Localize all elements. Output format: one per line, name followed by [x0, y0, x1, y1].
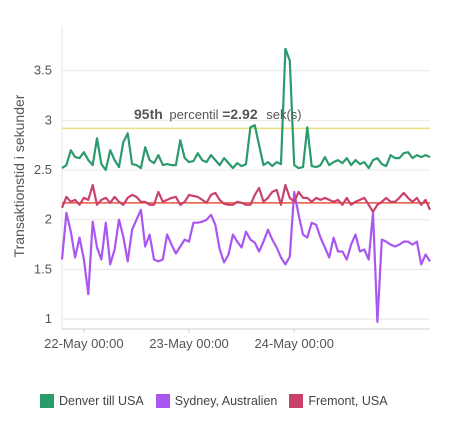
legend-swatch-sydney [155, 394, 170, 408]
y-tick-label: 1.5 [34, 261, 52, 276]
series-line-1 [60, 190, 431, 324]
x-tick-label: 23-May 00:00 [149, 336, 229, 351]
legend-label-denver: Denver till USA [59, 394, 144, 408]
series-line-2 [60, 183, 432, 213]
annotation-value: =2.92 [222, 106, 258, 122]
legend-item-fremont[interactable]: Fremont, USA [289, 394, 388, 408]
legend-label-fremont: Fremont, USA [308, 394, 388, 408]
x-tick-labels: 22-May 00:00 23-May 00:00 24-May 00:00 [44, 329, 334, 351]
annotation-percentil: percentil [169, 107, 218, 122]
legend-label-sydney: Sydney, Australien [174, 394, 278, 408]
y-axis-label: Transaktionstid i sekunder [11, 94, 27, 257]
legend-swatch-fremont [289, 394, 304, 408]
legend: Denver till USA Sydney, Australien Fremo… [40, 394, 388, 408]
y-tick-label: 2 [45, 212, 52, 227]
legend-item-sydney[interactable]: Sydney, Australien [155, 394, 278, 408]
series-line-0 [61, 47, 431, 172]
x-tick-label: 22-May 00:00 [44, 336, 124, 351]
percentile-annotation: 95th percentil =2.92 sek(s) [134, 106, 302, 122]
series-lines [60, 47, 432, 324]
legend-item-denver[interactable]: Denver till USA [40, 394, 144, 408]
y-tick-label: 3 [45, 112, 52, 127]
y-tick-label: 2.5 [34, 162, 52, 177]
y-tick-label: 3.5 [34, 63, 52, 78]
x-tick-label: 24-May 00:00 [254, 336, 334, 351]
annotation-unit: sek(s) [266, 107, 301, 122]
legend-swatch-denver [40, 394, 54, 408]
y-tick-labels: 1 1.5 2 2.5 3 3.5 [34, 63, 52, 326]
annotation-95th: 95th [134, 106, 163, 122]
y-tick-label: 1 [45, 311, 52, 326]
grid [62, 70, 430, 320]
